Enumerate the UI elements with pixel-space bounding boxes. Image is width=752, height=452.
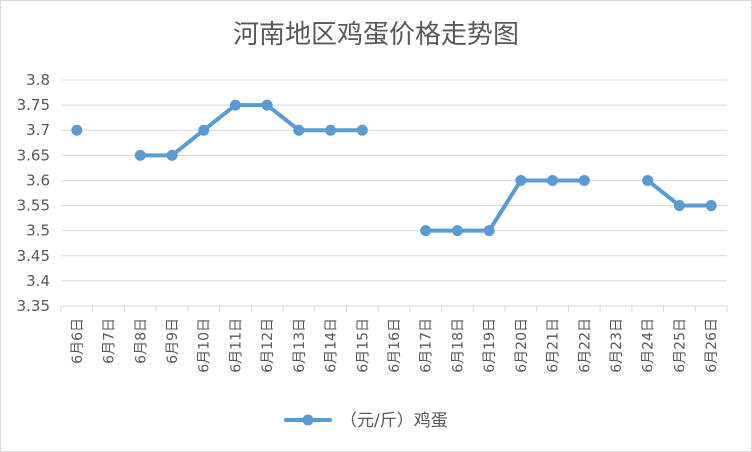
y-tick-label: 3.4	[26, 272, 50, 290]
data-point	[134, 149, 146, 161]
data-point	[547, 174, 559, 186]
x-tick-label: 6月9日	[165, 318, 181, 364]
x-tick-label: 6月8日	[133, 318, 149, 364]
x-tick-label: 6月25日	[672, 318, 688, 373]
y-tick-label: 3.55	[17, 197, 50, 215]
x-tick-label: 6月18日	[450, 318, 466, 373]
y-tick-label: 3.75	[17, 96, 50, 114]
data-point	[261, 99, 273, 111]
x-tick-label: 6月6日	[70, 318, 86, 364]
legend-label: （元/斤）鸡蛋	[340, 411, 448, 431]
x-tick-label: 6月15日	[355, 318, 371, 373]
gridlines	[60, 79, 728, 312]
data-point	[483, 225, 495, 237]
data-point	[229, 99, 241, 111]
x-tick-label: 6月22日	[577, 318, 593, 373]
data-point	[356, 124, 368, 136]
y-axis-tick-labels: 3.35 3.4 3.45 3.5 3.55 3.6 3.65 3.7 3.75 3.8	[17, 71, 50, 315]
data-point	[642, 174, 654, 186]
x-tick-label: 6月26日	[704, 318, 720, 373]
data-point	[293, 124, 305, 136]
x-axis-tick-labels: 6月6日 6月7日 6月8日 6月9日 6月10日 6月11日 6月12日 6月13日 6月14…	[70, 318, 720, 373]
data-point	[166, 149, 178, 161]
y-tick-label: 3.65	[17, 146, 50, 164]
x-tick-label: 6月17日	[419, 318, 435, 373]
y-tick-label: 3.45	[17, 247, 50, 265]
data-point	[673, 200, 685, 212]
x-tick-label: 6月12日	[260, 318, 276, 373]
x-tick-label: 6月24日	[641, 318, 657, 373]
series-line	[138, 103, 714, 233]
data-point	[451, 225, 463, 237]
y-tick-label: 3.6	[26, 171, 50, 189]
x-tick-label: 6月21日	[546, 318, 562, 373]
y-tick-label: 3.7	[26, 121, 50, 139]
x-tick-label: 6月19日	[482, 318, 498, 373]
x-tick-label: 6月16日	[387, 318, 403, 373]
x-tick-label: 6月7日	[102, 318, 118, 364]
legend: （元/斤）鸡蛋	[284, 411, 448, 431]
x-tick-label: 6月13日	[292, 318, 308, 373]
x-tick-label: 6月14日	[324, 318, 340, 373]
y-tick-label: 3.8	[26, 71, 50, 89]
data-point	[578, 174, 590, 186]
x-tick-label: 6月10日	[197, 318, 213, 373]
data-point	[198, 124, 210, 136]
chart-title: 河南地区鸡蛋价格走势图	[232, 20, 519, 50]
data-point	[515, 174, 527, 186]
x-tick-label: 6月23日	[609, 318, 625, 373]
series-eggs	[71, 99, 717, 237]
x-tick-label: 6月11日	[228, 318, 244, 373]
data-point	[325, 124, 337, 136]
y-tick-label: 3.5	[26, 222, 50, 240]
data-point	[420, 225, 432, 237]
y-tick-label: 3.35	[17, 297, 50, 315]
x-tick-label: 6月20日	[514, 318, 530, 373]
data-point	[705, 200, 717, 212]
data-point	[71, 124, 83, 136]
legend-marker	[302, 414, 314, 426]
